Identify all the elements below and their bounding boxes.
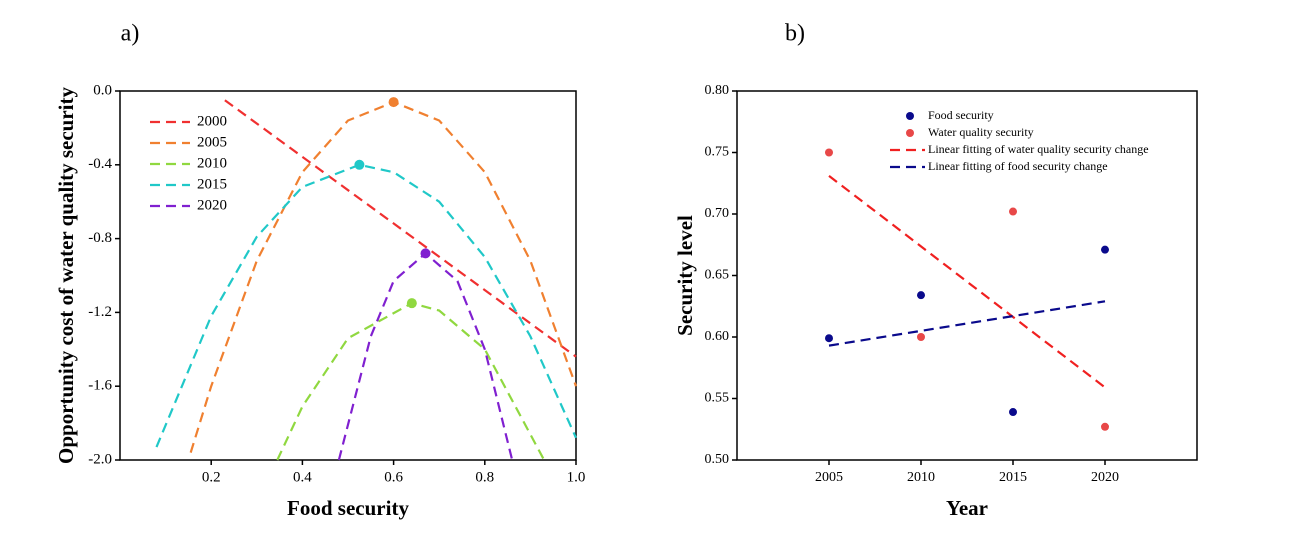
- legend-label: Food security: [928, 108, 994, 122]
- panel-label: a): [121, 21, 140, 47]
- data-line: [276, 301, 546, 461]
- scatter-point: [825, 148, 833, 157]
- scatter-point: [917, 333, 925, 341]
- y-tick-label: 0.55: [705, 391, 730, 406]
- data-line: [337, 251, 514, 461]
- y-axis-title: Opportunity cost of water quality securi…: [54, 87, 78, 465]
- x-axis-title: Food security: [287, 496, 409, 520]
- legend-label: Linear fitting of water quality security…: [928, 142, 1149, 156]
- plot-frame: [119, 90, 577, 461]
- legend-label: 2010: [197, 155, 227, 171]
- peak-marker: [420, 248, 431, 259]
- x-tick-label: 0.8: [475, 469, 494, 485]
- peak-marker: [354, 159, 365, 170]
- peak-marker: [388, 97, 399, 108]
- scatter-point: [1101, 422, 1109, 431]
- legend-swatch: [906, 129, 914, 137]
- legend-swatch: [906, 112, 914, 120]
- legend-label: Linear fitting of food security change: [928, 159, 1108, 173]
- scatter-point: [825, 334, 833, 343]
- y-tick-label: 0.80: [705, 83, 730, 98]
- y-tick-label: -1.2: [88, 304, 112, 320]
- y-tick-label: -2.0: [88, 451, 112, 467]
- x-tick-label: 0.6: [384, 469, 403, 485]
- data-line: [828, 300, 1106, 347]
- y-tick-label: 0.60: [705, 329, 730, 344]
- y-axis-title: Security level: [673, 215, 697, 336]
- x-tick-label: 0.2: [202, 469, 221, 485]
- legend-label: 2015: [197, 176, 227, 192]
- peak-marker: [406, 298, 417, 309]
- data-line: [155, 163, 578, 448]
- legend-label: 2005: [197, 134, 227, 150]
- y-tick-label: -1.6: [88, 378, 112, 394]
- scatter-point: [1101, 245, 1109, 254]
- panel-label: b): [785, 21, 805, 47]
- x-axis-title: Year: [946, 496, 988, 520]
- legend-label: Water quality security: [928, 125, 1034, 139]
- y-tick-label: 0.70: [705, 206, 730, 221]
- x-tick-label: 2015: [999, 470, 1027, 485]
- y-tick-label: 0.0: [93, 82, 112, 98]
- y-tick-label: 0.50: [705, 452, 730, 467]
- x-tick-label: 2020: [1091, 470, 1119, 485]
- scatter-point: [917, 291, 925, 300]
- data-line: [189, 100, 578, 453]
- scatter-point: [1009, 408, 1017, 417]
- data-line: [828, 174, 1106, 389]
- y-tick-label: -0.4: [88, 156, 112, 172]
- x-tick-label: 2005: [815, 470, 843, 485]
- data-line: [224, 99, 577, 358]
- x-tick-label: 1.0: [567, 469, 586, 485]
- y-tick-label: 0.75: [705, 145, 730, 160]
- y-tick-label: 0.65: [705, 268, 730, 283]
- legend-label: 2020: [197, 197, 227, 213]
- y-tick-label: -0.8: [88, 230, 112, 246]
- scatter-point: [1009, 207, 1017, 216]
- legend-label: 2000: [197, 113, 227, 129]
- x-tick-label: 2010: [907, 470, 935, 485]
- x-tick-label: 0.4: [293, 469, 312, 485]
